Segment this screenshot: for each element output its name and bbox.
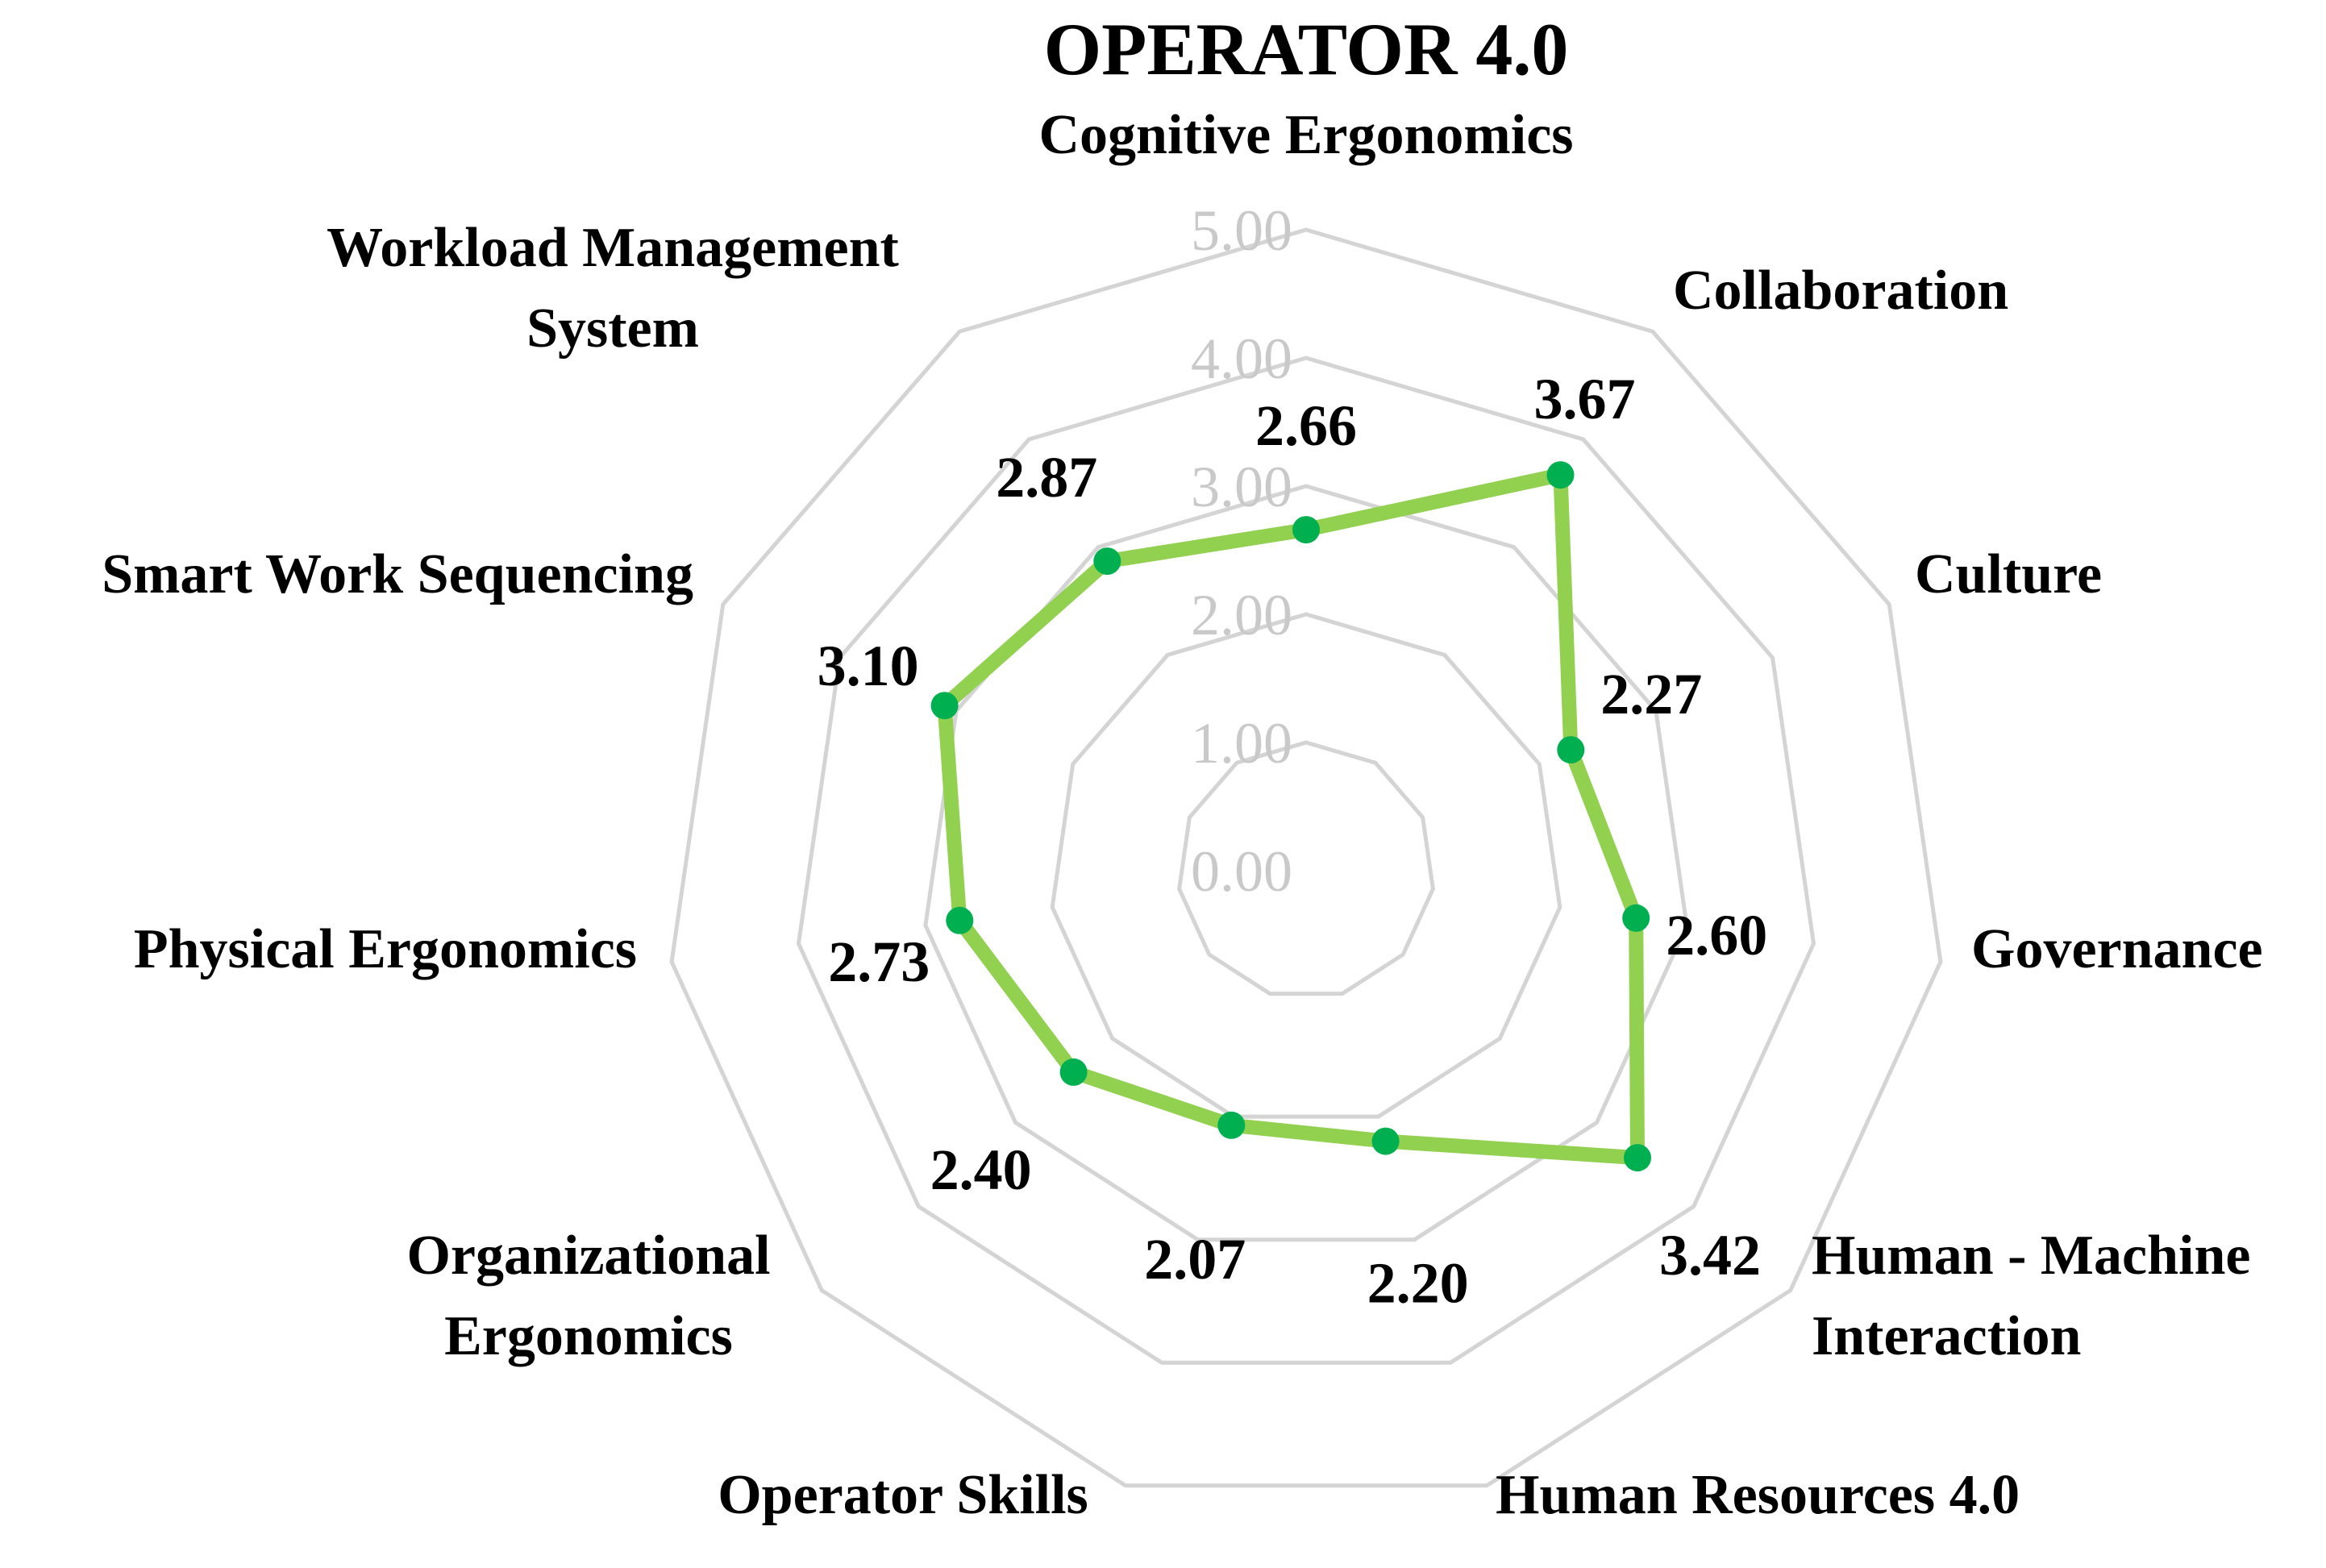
grid-ring-2 — [1050, 612, 1562, 1119]
tick-label-1: 1.00 — [1191, 711, 1292, 776]
category-label-line: Interaction — [1812, 1305, 2081, 1367]
category-label-9: Smart Work Sequencing — [102, 543, 693, 605]
data-label-3: 2.60 — [1666, 903, 1767, 967]
data-label-5: 2.20 — [1367, 1251, 1469, 1316]
radial-tick-labels: 0.00 1.00 2.00 3.00 4.00 5.00 — [1191, 198, 1292, 904]
category-label-10: Workload Management System — [327, 217, 899, 360]
category-label-3: Governance — [1971, 918, 2263, 980]
data-label-10: 2.87 — [996, 445, 1097, 509]
category-label-line: Human - Machine — [1812, 1225, 2250, 1287]
data-label-8: 2.73 — [828, 930, 930, 994]
data-point-3 — [1622, 904, 1650, 932]
data-label-0: 2.66 — [1255, 393, 1357, 458]
grid-ring-4 — [796, 356, 1816, 1365]
data-label-2: 2.27 — [1600, 662, 1702, 726]
data-point-10 — [1093, 547, 1121, 576]
radar-grid — [669, 227, 1943, 1488]
grid-ring-5 — [669, 227, 1943, 1488]
tick-label-5: 5.00 — [1191, 198, 1292, 263]
tick-label-3: 3.00 — [1191, 455, 1292, 519]
data-label-7: 2.40 — [930, 1138, 1032, 1202]
data-point-4 — [1624, 1144, 1651, 1172]
category-label-8: Physical Ergonomics — [134, 918, 637, 980]
category-label-line: Cognitive Ergonomics — [1038, 104, 1573, 166]
category-labels: Cognitive Ergonomics Collaboration Culture… — [102, 104, 2262, 1526]
data-label-4: 3.42 — [1659, 1223, 1761, 1287]
tick-label-4: 4.00 — [1191, 326, 1292, 391]
category-label-line: Culture — [1915, 543, 2102, 605]
series-layer — [930, 461, 1651, 1172]
data-point-8 — [946, 906, 974, 934]
category-label-0: Cognitive Ergonomics — [1038, 104, 1573, 166]
category-label-7: Organizational Ergonomics — [406, 1225, 770, 1367]
category-label-6: Operator Skills — [718, 1464, 1088, 1526]
category-label-5: Human Resources 4.0 — [1496, 1464, 2020, 1526]
data-point-0 — [1292, 516, 1320, 544]
category-label-line: Smart Work Sequencing — [102, 543, 693, 605]
category-label-4: Human - Machine Interaction — [1812, 1225, 2250, 1367]
tick-label-0: 0.00 — [1191, 839, 1292, 904]
category-label-line: Physical Ergonomics — [134, 918, 637, 980]
data-point-7 — [1059, 1058, 1088, 1086]
category-label-line: System — [526, 297, 699, 360]
category-label-line: Workload Management — [327, 217, 899, 279]
category-label-line: Collaboration — [1673, 260, 2008, 322]
category-label-line: Ergonomics — [444, 1305, 733, 1367]
category-label-line: Governance — [1971, 918, 2263, 980]
data-label-6: 2.07 — [1144, 1227, 1246, 1291]
data-labels: 2.66 3.67 2.27 2.60 3.42 2.20 2.07 2.40 2.73 3.10… — [818, 367, 1768, 1316]
tick-label-2: 2.00 — [1191, 583, 1292, 647]
category-label-2: Culture — [1915, 543, 2102, 605]
category-label-line: Operator Skills — [718, 1464, 1088, 1526]
chart-title: OPERATOR 4.0 — [1044, 8, 1569, 90]
data-label-9: 3.10 — [818, 634, 919, 698]
data-point-2 — [1557, 736, 1585, 764]
data-point-5 — [1371, 1127, 1400, 1155]
data-point-6 — [1217, 1111, 1246, 1139]
category-label-line: Human Resources 4.0 — [1496, 1464, 2020, 1526]
grid-ring-1 — [1177, 740, 1435, 996]
category-label-line: Organizational — [406, 1225, 770, 1287]
series-line — [937, 468, 1645, 1166]
data-point-1 — [1546, 461, 1575, 489]
data-point-9 — [930, 692, 959, 720]
category-label-1: Collaboration — [1673, 260, 2008, 322]
data-label-1: 3.67 — [1534, 367, 1636, 431]
